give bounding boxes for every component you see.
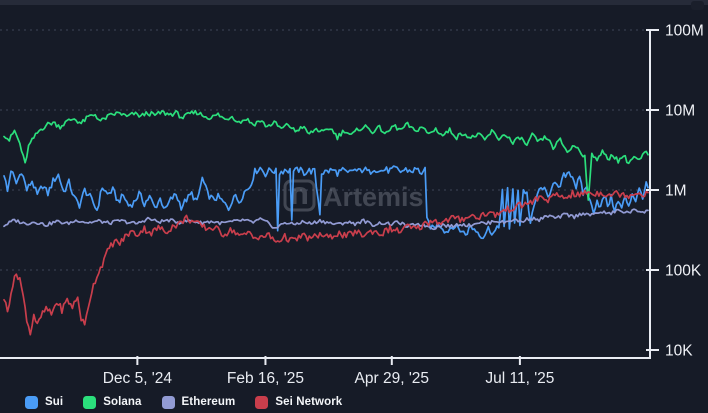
y-tick-label: 100K	[665, 263, 702, 280]
series-lines	[3, 109, 649, 336]
artemis-watermark: Artemis	[283, 179, 424, 212]
series-line-ethereum	[3, 208, 649, 231]
series-line-solana	[3, 109, 649, 201]
legend-swatch	[161, 396, 175, 409]
x-tick-label: Apr 29, '25	[355, 370, 429, 387]
legend-swatch	[25, 396, 38, 409]
gridlines	[0, 29, 650, 271]
y-tick-label: 10K	[665, 343, 693, 360]
artemis-logo-glyph	[292, 187, 307, 204]
legend: Sui Solana Ethereum Sei Network	[25, 396, 342, 409]
axes	[0, 30, 651, 359]
x-tick-label: Jul 11, '25	[485, 370, 554, 387]
legend-label: Sui	[45, 396, 64, 408]
top-strip-notch	[691, 1, 704, 10]
legend-item-sei-network[interactable]: Sei Network	[255, 396, 342, 409]
series-line-sei-network	[3, 189, 649, 336]
legend-label: Solana	[103, 396, 142, 408]
artemis-logo-icon	[283, 179, 316, 212]
y-tick-label: 1M	[665, 183, 687, 200]
x-tick-label: Feb 16, '25	[227, 370, 304, 387]
legend-swatch	[83, 396, 97, 409]
legend-label: Sei Network	[275, 396, 343, 408]
legend-item-ethereum[interactable]: Ethereum	[161, 396, 236, 409]
legend-item-sui[interactable]: Sui	[25, 396, 63, 409]
x-tick-label: Dec 5, '24	[103, 370, 173, 387]
y-tick-label: 10M	[665, 103, 695, 120]
watermark-text: Artemis	[323, 182, 424, 212]
y-tick-label: 100M	[665, 23, 704, 40]
legend-swatch	[255, 396, 269, 409]
x-axis-ticks: Dec 5, '24 Feb 16, '25 Apr 29, '25 Jul 11, …	[103, 356, 554, 387]
legend-item-solana[interactable]: Solana	[83, 396, 141, 409]
top-strip	[0, 0, 708, 5]
series-line-sui	[3, 165, 649, 240]
y-axis-ticks: 100M 10M 1M 100K 10K	[646, 23, 704, 360]
legend-label: Ethereum	[181, 396, 236, 408]
